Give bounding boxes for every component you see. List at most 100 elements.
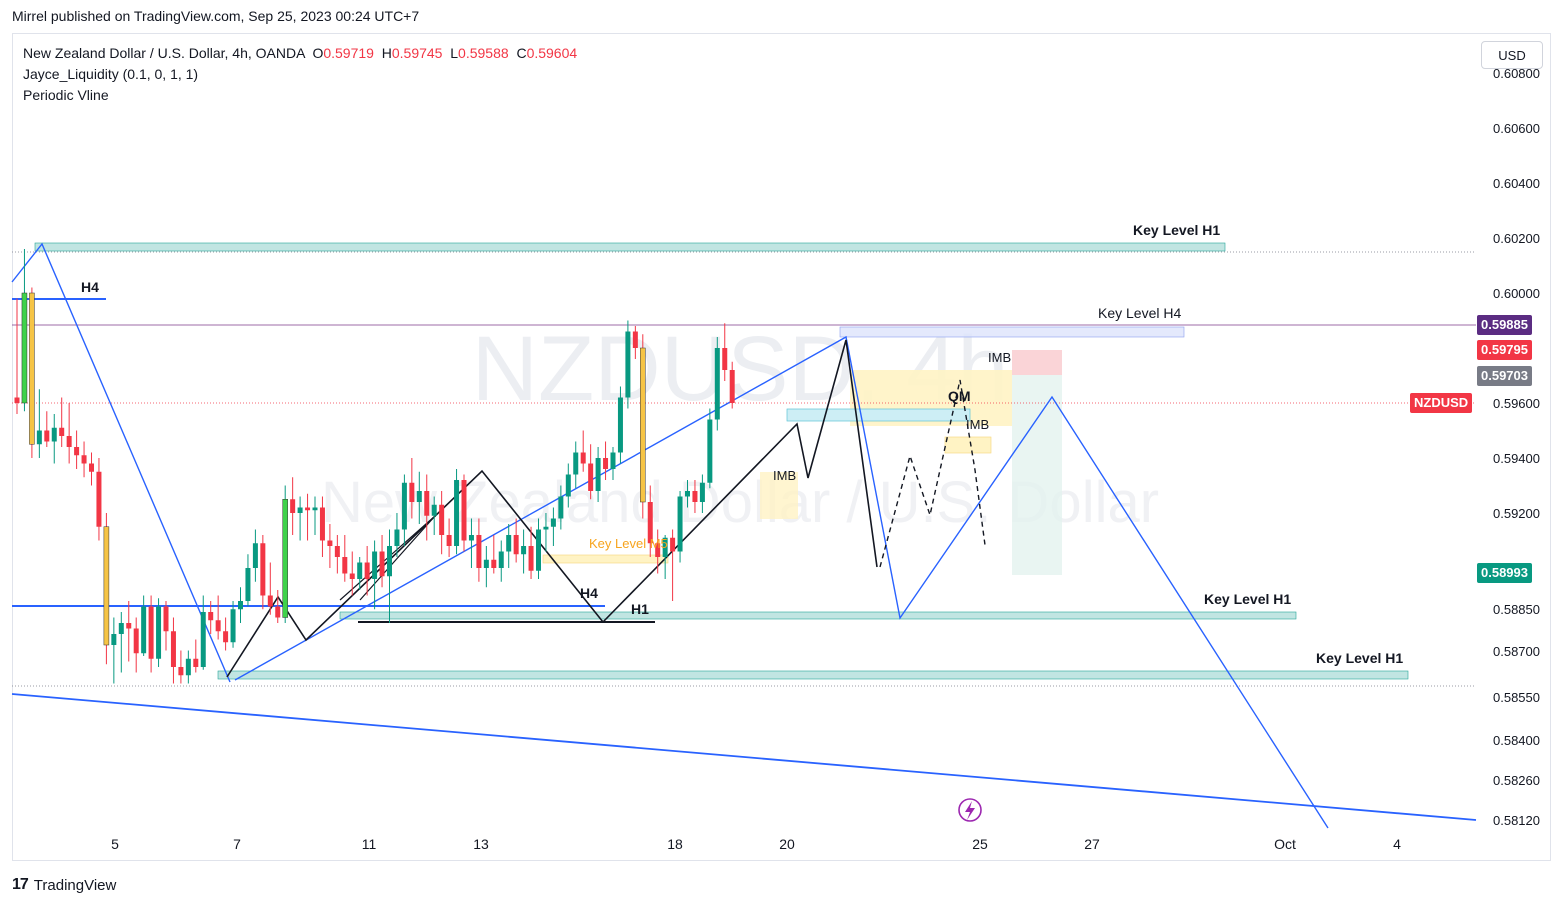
candle-body[interactable]	[349, 573, 355, 580]
symbol-legend[interactable]: New Zealand Dollar / U.S. Dollar, 4h, OA…	[23, 43, 577, 64]
candle-body[interactable]	[141, 606, 147, 654]
candle-body[interactable]	[59, 427, 65, 436]
key-level-m5-zone[interactable]	[542, 554, 669, 564]
candle-body[interactable]	[319, 507, 325, 541]
candle-body[interactable]	[722, 348, 728, 370]
candle-body[interactable]	[215, 620, 221, 632]
black-channel-lines[interactable]	[339, 515, 436, 601]
candle-body[interactable]	[96, 471, 102, 527]
candle-body[interactable]	[647, 502, 653, 544]
candle-body[interactable]	[677, 496, 683, 552]
candle-body[interactable]	[208, 612, 214, 621]
symbol-title[interactable]: New Zealand Dollar / U.S. Dollar, 4h, OA…	[23, 45, 305, 61]
candle-body[interactable]	[461, 480, 467, 541]
candle-body[interactable]	[364, 562, 370, 580]
candle-body[interactable]	[610, 452, 616, 470]
candle-body[interactable]	[558, 496, 564, 519]
candle-body[interactable]	[498, 551, 504, 569]
candle-body[interactable]	[670, 537, 676, 552]
candle-body[interactable]	[573, 452, 579, 475]
candle-body[interactable]	[36, 430, 42, 445]
candle-body[interactable]	[394, 529, 400, 547]
candle-body[interactable]	[536, 529, 541, 571]
chart-frame[interactable]	[12, 33, 1551, 861]
position-stop-zone[interactable]	[1012, 350, 1062, 375]
black-swing-path[interactable]	[226, 469, 604, 678]
candle-body[interactable]	[483, 559, 489, 568]
candle-body[interactable]	[357, 562, 363, 580]
candle-body[interactable]	[245, 568, 251, 601]
indicator-periodic-vline[interactable]: Periodic Vline	[23, 87, 109, 103]
candle-body[interactable]	[528, 546, 534, 571]
candle-body[interactable]	[111, 634, 117, 645]
key-level-h4-zone[interactable]	[839, 326, 1185, 338]
candle-body[interactable]	[565, 474, 571, 497]
candle-body[interactable]	[468, 535, 474, 541]
candle-body[interactable]	[446, 535, 452, 546]
candle-body[interactable]	[506, 535, 512, 552]
candle-body[interactable]	[714, 348, 720, 420]
candle-body[interactable]	[454, 480, 460, 546]
candle-body[interactable]	[297, 507, 303, 514]
blue-swing-path-left[interactable]	[11, 242, 231, 683]
candle-body[interactable]	[387, 546, 392, 577]
candle-body[interactable]	[632, 331, 638, 349]
dashed-projection[interactable]	[879, 379, 986, 568]
candle-body[interactable]	[163, 606, 169, 632]
candle-body[interactable]	[267, 595, 273, 607]
candle-body[interactable]	[238, 601, 243, 610]
candle-body[interactable]	[625, 331, 631, 398]
position-target-zone[interactable]	[1012, 375, 1062, 575]
candle-body[interactable]	[51, 427, 57, 442]
candle-body[interactable]	[692, 491, 698, 502]
candle-body[interactable]	[118, 623, 124, 634]
candle-body[interactable]	[126, 623, 132, 629]
candle-body[interactable]	[617, 397, 623, 453]
candle-body[interactable]	[66, 436, 72, 447]
candle-body[interactable]	[290, 499, 296, 513]
candle-body[interactable]	[603, 458, 609, 469]
candle-body[interactable]	[491, 559, 497, 568]
candle-body[interactable]	[282, 499, 288, 618]
key-level-h1-top-zone[interactable]	[34, 242, 1226, 252]
candle-body[interactable]	[193, 658, 199, 667]
candle-body[interactable]	[14, 397, 20, 404]
candle-body[interactable]	[342, 557, 348, 574]
imb-zone-left[interactable]	[760, 472, 798, 519]
candle-body[interactable]	[260, 543, 266, 596]
candle-body[interactable]	[707, 419, 713, 483]
candle-body[interactable]	[312, 507, 318, 511]
candle-body[interactable]	[431, 504, 437, 516]
candle-body[interactable]	[550, 518, 556, 527]
candle-body[interactable]	[223, 631, 229, 643]
currency-button[interactable]: USD	[1481, 41, 1543, 69]
candle-body[interactable]	[178, 667, 184, 676]
candle-body[interactable]	[409, 482, 415, 502]
candle-body[interactable]	[334, 546, 340, 557]
candle-body[interactable]	[521, 546, 527, 555]
candle-body[interactable]	[424, 491, 430, 516]
candle-body[interactable]	[476, 535, 482, 568]
black-swing-path-right[interactable]	[602, 339, 878, 623]
candle-body[interactable]	[156, 606, 162, 659]
candle-body[interactable]	[379, 551, 385, 577]
candle-body[interactable]	[44, 430, 50, 442]
candle-body[interactable]	[699, 482, 705, 502]
candle-body[interactable]	[170, 631, 176, 667]
candle-body[interactable]	[133, 628, 139, 654]
footer-brand[interactable]: 17 TradingView	[12, 876, 116, 894]
candle-body[interactable]	[29, 292, 35, 445]
key-level-h1-low-zone[interactable]	[217, 670, 1409, 680]
long-trend-line[interactable]	[11, 693, 1477, 821]
candle-body[interactable]	[252, 543, 258, 568]
candle-body[interactable]	[401, 482, 407, 530]
candle-body[interactable]	[513, 535, 519, 555]
imb-zone-lower[interactable]	[944, 436, 992, 454]
candle-body[interactable]	[305, 507, 311, 511]
candle-body[interactable]	[640, 347, 646, 503]
price-axis[interactable]: 0.60800 0.60600 0.60400 0.60200 0.60000 0.596…	[1493, 66, 1540, 828]
indicator-jayce-liquidity[interactable]: Jayce_Liquidity (0.1, 0, 1, 1)	[23, 66, 199, 82]
candle-body[interactable]	[588, 463, 594, 492]
candle-body[interactable]	[327, 540, 333, 547]
